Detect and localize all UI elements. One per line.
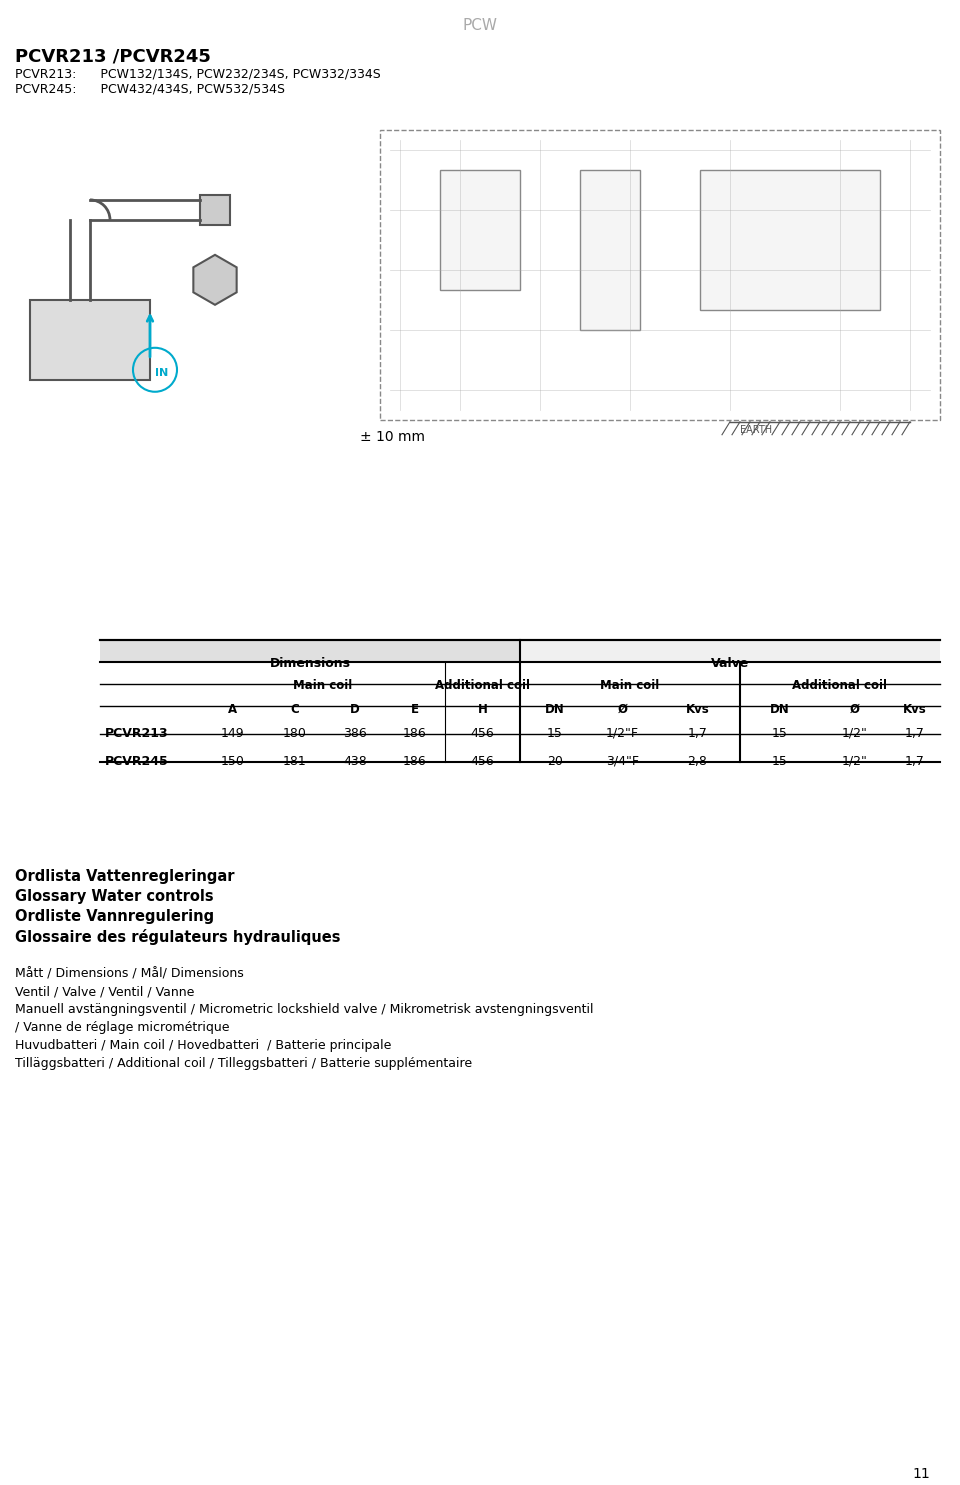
Text: 186: 186 <box>403 726 427 740</box>
Text: 15: 15 <box>772 726 788 740</box>
Text: PCW: PCW <box>463 18 497 33</box>
Text: DN: DN <box>545 702 564 716</box>
Bar <box>580 169 640 330</box>
Text: Dimensions: Dimensions <box>270 656 350 670</box>
Text: 2,8: 2,8 <box>687 754 708 768</box>
Text: 1/2": 1/2" <box>842 754 868 768</box>
Text: 438: 438 <box>343 754 367 768</box>
Text: Ordliste Vannregulering: Ordliste Vannregulering <box>15 909 214 925</box>
Text: A: A <box>228 702 237 716</box>
Bar <box>380 129 940 420</box>
Text: 456: 456 <box>470 754 494 768</box>
Text: Huvudbatteri / Main coil / Hovedbatteri  / Batterie principale: Huvudbatteri / Main coil / Hovedbatteri … <box>15 1040 392 1053</box>
Text: Additional coil: Additional coil <box>793 679 887 692</box>
Text: 1/2": 1/2" <box>842 726 868 740</box>
Bar <box>200 195 230 224</box>
Text: / Vanne de réglage micrométrique: / Vanne de réglage micrométrique <box>15 1022 229 1035</box>
Text: Ø: Ø <box>850 702 860 716</box>
Text: Kvs: Kvs <box>685 702 709 716</box>
Text: Mått / Dimensions / Mål/ Dimensions: Mått / Dimensions / Mål/ Dimensions <box>15 967 244 980</box>
Text: DN: DN <box>770 702 790 716</box>
Text: 20: 20 <box>547 754 563 768</box>
Bar <box>440 169 520 290</box>
Text: ± 10 mm: ± 10 mm <box>360 429 425 444</box>
Text: Main coil: Main coil <box>600 679 660 692</box>
Text: Glossaire des régulateurs hydrauliques: Glossaire des régulateurs hydrauliques <box>15 930 341 946</box>
Text: Ventil / Valve / Ventil / Vanne: Ventil / Valve / Ventil / Vanne <box>15 986 194 998</box>
Text: Ordlista Vattenregleringar: Ordlista Vattenregleringar <box>15 869 234 885</box>
Text: 15: 15 <box>772 754 788 768</box>
Text: IN: IN <box>155 368 168 377</box>
Text: E: E <box>411 702 419 716</box>
Text: Glossary Water controls: Glossary Water controls <box>15 890 214 904</box>
Text: 386: 386 <box>343 726 367 740</box>
Text: Kvs: Kvs <box>903 702 926 716</box>
Text: 181: 181 <box>283 754 307 768</box>
Bar <box>100 640 520 662</box>
Text: 186: 186 <box>403 754 427 768</box>
Text: H: H <box>477 702 488 716</box>
Text: Additional coil: Additional coil <box>435 679 530 692</box>
Text: Manuell avstängningsventil / Micrometric lockshield valve / Mikrometrisk avsteng: Manuell avstängningsventil / Micrometric… <box>15 1004 593 1016</box>
Text: 1,7: 1,7 <box>905 754 924 768</box>
Text: 15: 15 <box>547 726 563 740</box>
Text: PCVR213: PCVR213 <box>105 726 169 740</box>
Bar <box>520 640 940 662</box>
Bar <box>30 300 150 380</box>
Text: PCVR213:      PCW132/134S, PCW232/234S, PCW332/334S: PCVR213: PCW132/134S, PCW232/234S, PCW33… <box>15 68 381 82</box>
Text: 180: 180 <box>283 726 307 740</box>
Text: PCVR245: PCVR245 <box>105 754 169 768</box>
Text: 3/4"F: 3/4"F <box>606 754 639 768</box>
Bar <box>700 169 880 310</box>
Text: C: C <box>291 702 300 716</box>
Text: 1,7: 1,7 <box>687 726 708 740</box>
Text: PCVR213 /PCVR245: PCVR213 /PCVR245 <box>15 48 211 65</box>
Text: Tilläggsbatteri / Additional coil / Tilleggsbatteri / Batterie supplémentaire: Tilläggsbatteri / Additional coil / Till… <box>15 1057 472 1071</box>
Text: Valve: Valve <box>710 656 749 670</box>
Text: 149: 149 <box>221 726 244 740</box>
Text: 1/2"F: 1/2"F <box>606 726 639 740</box>
Text: 1,7: 1,7 <box>905 726 924 740</box>
Text: Main coil: Main coil <box>293 679 352 692</box>
Text: 456: 456 <box>470 726 494 740</box>
Text: D: D <box>350 702 360 716</box>
Text: 11: 11 <box>912 1467 930 1481</box>
Text: EARTH: EARTH <box>740 425 772 435</box>
Text: PCVR245:      PCW432/434S, PCW532/534S: PCVR245: PCW432/434S, PCW532/534S <box>15 83 285 97</box>
Text: 150: 150 <box>221 754 245 768</box>
Text: Ø: Ø <box>617 702 628 716</box>
